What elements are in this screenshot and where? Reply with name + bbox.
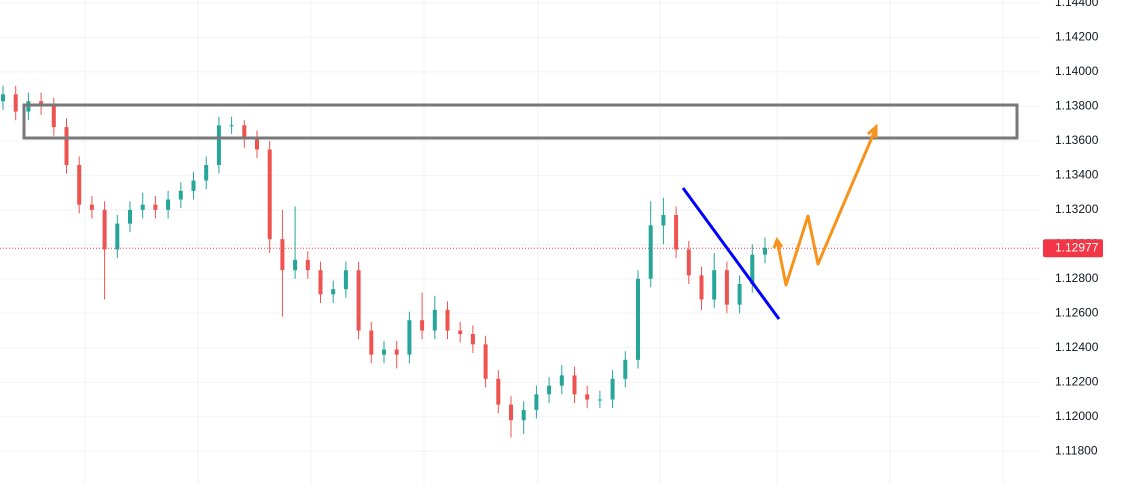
- y-tick-label: 1.12400: [1055, 340, 1099, 354]
- projection-path: [775, 127, 878, 287]
- bar-body: [204, 165, 209, 181]
- bar-body: [547, 385, 552, 395]
- bar-body: [343, 270, 348, 290]
- bar-body: [483, 344, 488, 379]
- bar-body: [305, 259, 310, 271]
- zone-rectangle: [22, 103, 1019, 140]
- bar-body: [648, 225, 653, 279]
- y-tick-label: 1.13800: [1055, 99, 1099, 113]
- price-axis: 1.11800 1.12000 1.12200 1.12400 1.12600 1.128…: [1043, 0, 1103, 457]
- bar-body: [407, 320, 412, 355]
- bar-body: [331, 289, 336, 295]
- bar-body: [128, 209, 132, 224]
- bar-body: [153, 204, 158, 210]
- y-tick-label: 1.14200: [1055, 30, 1099, 44]
- bar-body: [267, 149, 272, 240]
- bar-body: [636, 278, 640, 360]
- bar-body: [623, 359, 628, 379]
- last-price-label: 1.12977: [1055, 240, 1099, 254]
- bar-body: [1, 94, 5, 102]
- arrow-head: [867, 123, 878, 138]
- bar-body: [724, 270, 729, 305]
- y-tick-label: 1.11800: [1055, 443, 1098, 457]
- y-tick-label: 1.12200: [1055, 374, 1099, 388]
- bar-body: [496, 378, 501, 405]
- bar-body: [445, 309, 450, 331]
- bar-body: [102, 209, 107, 250]
- bar-body: [89, 204, 94, 210]
- bar-body: [585, 394, 590, 400]
- bar-body: [661, 215, 666, 226]
- y-tick-label: 1.12000: [1055, 409, 1099, 423]
- bar-body: [166, 199, 171, 210]
- y-tick-label: 1.13600: [1055, 133, 1099, 147]
- bar-body: [242, 125, 247, 140]
- bar-body: [191, 180, 196, 191]
- bar-body: [140, 204, 145, 210]
- bar-body: [699, 275, 704, 300]
- bar-body: [686, 249, 691, 276]
- bar-body: [394, 349, 399, 355]
- bar-body: [610, 378, 615, 400]
- bar-body: [115, 223, 120, 250]
- bar-body: [318, 270, 323, 295]
- bar-body: [674, 215, 679, 250]
- bar-body: [51, 106, 56, 128]
- bar-body: [521, 409, 526, 421]
- arrow-head: [772, 236, 784, 249]
- y-tick-label: 1.12800: [1055, 271, 1099, 285]
- last-price-box: [1043, 239, 1103, 258]
- bar-body: [534, 394, 539, 410]
- bar-body: [737, 283, 742, 305]
- bar-body: [712, 270, 717, 300]
- bar-body: [470, 333, 475, 345]
- bar-body: [216, 125, 221, 166]
- y-tick-label: 1.14000: [1055, 64, 1099, 78]
- bar-body: [255, 139, 259, 150]
- bar-body: [572, 375, 577, 395]
- trend-line: [681, 187, 781, 320]
- bar-body: [597, 399, 602, 401]
- y-tick-label: 1.13400: [1055, 168, 1099, 182]
- bar-body: [356, 270, 361, 331]
- bar-body: [509, 404, 513, 421]
- bar-body: [420, 320, 425, 331]
- bars: [1, 85, 767, 438]
- bar-body: [559, 375, 564, 386]
- grid: [0, 0, 1040, 484]
- y-tick-label: 1.12600: [1055, 305, 1099, 319]
- bar-body: [369, 330, 374, 355]
- bar-body: [178, 190, 183, 200]
- y-tick-label: 1.14400: [1055, 0, 1099, 9]
- y-tick-label: 1.13200: [1055, 202, 1099, 216]
- bar-body: [293, 259, 298, 271]
- bar-body: [382, 349, 386, 355]
- bar-body: [750, 254, 755, 284]
- bar-body: [280, 239, 285, 271]
- bar-body: [64, 127, 69, 166]
- bar-body: [763, 247, 767, 255]
- bar-body: [229, 125, 234, 127]
- bar-body: [458, 330, 463, 334]
- bar-body: [13, 94, 18, 112]
- bar-body: [77, 165, 82, 205]
- bar-body: [432, 309, 437, 331]
